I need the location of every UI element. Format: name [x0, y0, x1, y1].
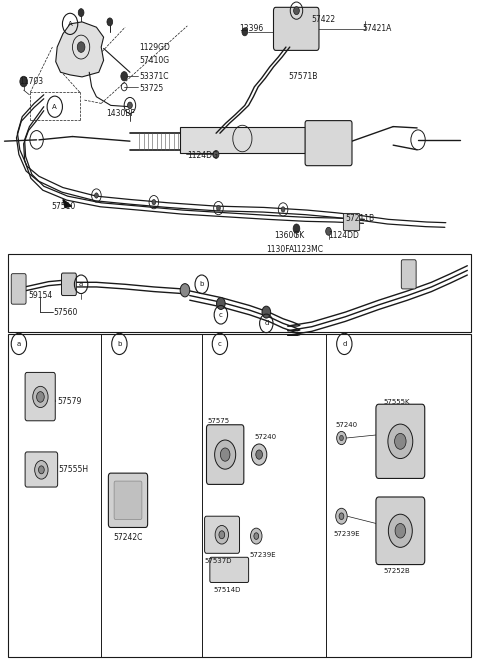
- Text: 57239E: 57239E: [334, 531, 360, 537]
- Text: 1430BF: 1430BF: [106, 109, 135, 118]
- Text: 57510: 57510: [51, 202, 75, 210]
- Text: 57571B: 57571B: [288, 72, 317, 82]
- Circle shape: [254, 533, 259, 539]
- Text: 53725: 53725: [140, 84, 164, 93]
- Circle shape: [35, 461, 48, 479]
- Bar: [180, 127, 305, 153]
- Circle shape: [256, 450, 263, 459]
- Circle shape: [216, 297, 225, 309]
- Circle shape: [395, 523, 406, 538]
- Text: 57575: 57575: [208, 418, 230, 424]
- Polygon shape: [56, 22, 104, 77]
- Circle shape: [107, 18, 113, 26]
- Text: 1360GK: 1360GK: [275, 231, 305, 240]
- Circle shape: [336, 432, 346, 445]
- Circle shape: [388, 424, 413, 459]
- Polygon shape: [63, 199, 72, 207]
- Text: 59154: 59154: [28, 291, 53, 300]
- Text: 57560: 57560: [53, 307, 78, 317]
- Text: 57240: 57240: [336, 422, 358, 428]
- Circle shape: [33, 386, 48, 408]
- Circle shape: [78, 9, 84, 17]
- Text: d: d: [264, 321, 268, 327]
- FancyBboxPatch shape: [376, 497, 425, 564]
- Text: 57514D: 57514D: [214, 588, 241, 594]
- Circle shape: [252, 444, 267, 465]
- Circle shape: [281, 207, 285, 212]
- Text: b: b: [200, 282, 204, 288]
- Circle shape: [219, 531, 225, 539]
- Circle shape: [128, 102, 132, 109]
- Text: 1124DG: 1124DG: [187, 151, 218, 159]
- Circle shape: [220, 448, 230, 461]
- FancyBboxPatch shape: [305, 121, 352, 166]
- FancyBboxPatch shape: [274, 7, 319, 50]
- Text: 57242C: 57242C: [113, 533, 143, 542]
- Circle shape: [38, 466, 44, 474]
- Text: 57211B: 57211B: [345, 214, 374, 222]
- Text: 57555K: 57555K: [384, 398, 410, 404]
- Text: 1130FA: 1130FA: [266, 244, 294, 254]
- Text: 1124DD: 1124DD: [328, 232, 360, 240]
- Circle shape: [293, 224, 300, 233]
- Circle shape: [339, 436, 343, 441]
- FancyBboxPatch shape: [204, 516, 240, 553]
- FancyBboxPatch shape: [376, 404, 425, 479]
- Text: b: b: [117, 341, 121, 347]
- Circle shape: [336, 508, 347, 524]
- Circle shape: [339, 513, 344, 519]
- Text: c: c: [219, 312, 223, 318]
- Circle shape: [36, 392, 44, 402]
- Circle shape: [95, 193, 98, 198]
- Circle shape: [152, 199, 156, 205]
- Text: 1129GD: 1129GD: [140, 42, 170, 52]
- Text: a: a: [79, 282, 83, 288]
- Bar: [8, 334, 471, 657]
- Text: 57537D: 57537D: [204, 558, 232, 564]
- Text: 57239E: 57239E: [250, 552, 276, 558]
- FancyBboxPatch shape: [108, 473, 148, 527]
- FancyBboxPatch shape: [25, 373, 55, 421]
- Text: A: A: [68, 21, 72, 27]
- FancyBboxPatch shape: [206, 425, 244, 485]
- Circle shape: [216, 205, 220, 210]
- Circle shape: [77, 42, 85, 52]
- Circle shape: [180, 284, 190, 297]
- Text: 53371C: 53371C: [140, 72, 169, 82]
- Text: 13396: 13396: [239, 24, 264, 33]
- Text: 57555H: 57555H: [58, 465, 88, 474]
- Circle shape: [213, 151, 219, 159]
- Text: 57410G: 57410G: [140, 56, 169, 65]
- FancyBboxPatch shape: [401, 260, 416, 289]
- Circle shape: [395, 434, 406, 450]
- Text: A: A: [52, 104, 57, 110]
- Circle shape: [242, 28, 248, 36]
- Circle shape: [262, 306, 271, 318]
- FancyBboxPatch shape: [210, 557, 249, 582]
- Text: 11703: 11703: [19, 77, 43, 86]
- FancyBboxPatch shape: [25, 452, 58, 487]
- Circle shape: [215, 525, 228, 544]
- FancyBboxPatch shape: [114, 481, 142, 519]
- Circle shape: [121, 72, 128, 81]
- Text: d: d: [342, 341, 347, 347]
- Circle shape: [215, 440, 236, 469]
- Circle shape: [20, 76, 27, 87]
- Circle shape: [294, 7, 300, 15]
- FancyBboxPatch shape: [11, 274, 26, 304]
- Circle shape: [251, 528, 262, 544]
- FancyBboxPatch shape: [61, 273, 76, 295]
- Text: 57252B: 57252B: [384, 568, 410, 574]
- Text: 57240: 57240: [254, 434, 276, 440]
- Circle shape: [388, 514, 412, 547]
- Circle shape: [325, 227, 331, 235]
- Text: 57421A: 57421A: [362, 24, 391, 33]
- Bar: [8, 254, 471, 332]
- Text: c: c: [218, 341, 222, 347]
- FancyBboxPatch shape: [343, 213, 360, 230]
- Text: 57579: 57579: [57, 397, 82, 406]
- Text: a: a: [17, 341, 21, 347]
- Text: 1123MC: 1123MC: [293, 244, 324, 254]
- Text: 57422: 57422: [312, 15, 336, 24]
